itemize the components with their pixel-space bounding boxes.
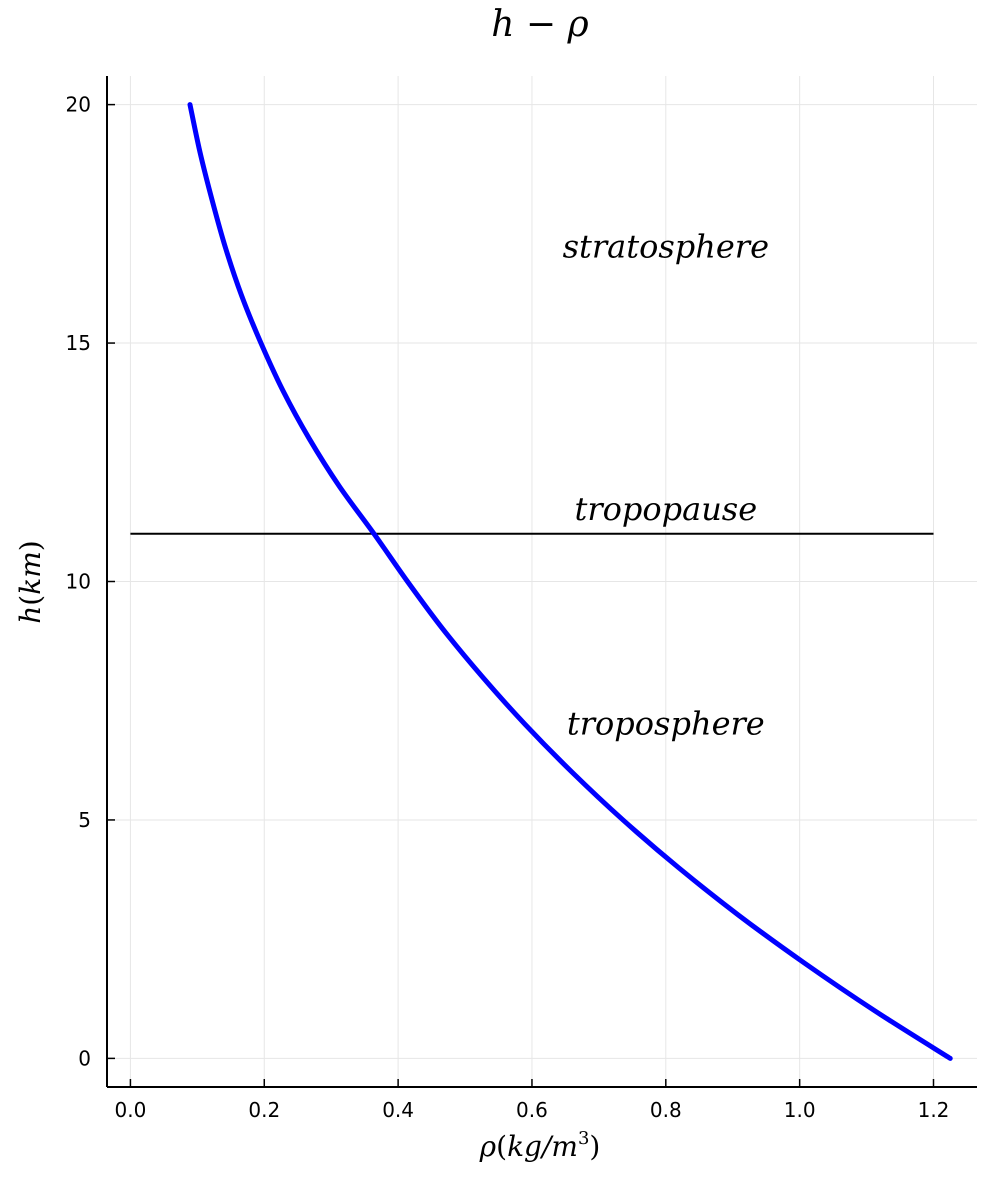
x-tick-label: 0.8: [650, 1098, 682, 1122]
x-tick-label: 0.2: [248, 1098, 280, 1122]
x-tick-label: 1.2: [918, 1098, 950, 1122]
annotation-troposphere: troposphere: [567, 705, 765, 743]
annotation-stratosphere: stratosphere: [563, 228, 769, 266]
annotations: stratosphere tropopause troposphere: [563, 228, 769, 743]
x-tick-label: 0.6: [516, 1098, 548, 1122]
chart-title: h − ρ: [491, 4, 588, 45]
annotation-tropopause: tropopause: [574, 490, 757, 528]
y-axis-label: h(km): [14, 540, 47, 623]
y-tick-label: 5: [78, 808, 91, 832]
density-curve: [187, 102, 953, 1061]
y-tick-label: 20: [66, 93, 91, 117]
x-tick-label: 0.4: [382, 1098, 414, 1122]
y-tick-label: 0: [78, 1046, 91, 1070]
x-tick-label: 0.0: [115, 1098, 147, 1122]
plot-area: [130, 102, 953, 1061]
grid: [107, 76, 977, 1087]
x-tick-label: 1.0: [784, 1098, 816, 1122]
y-tick-label: 15: [66, 331, 91, 355]
y-tick-label: 10: [66, 570, 91, 594]
ticks: 0.0 0.2 0.4 0.6 0.8 1.0 1.2 0 5 10 15 20: [66, 93, 950, 1122]
x-axis-label: ρ(kg/m3): [479, 1128, 601, 1163]
